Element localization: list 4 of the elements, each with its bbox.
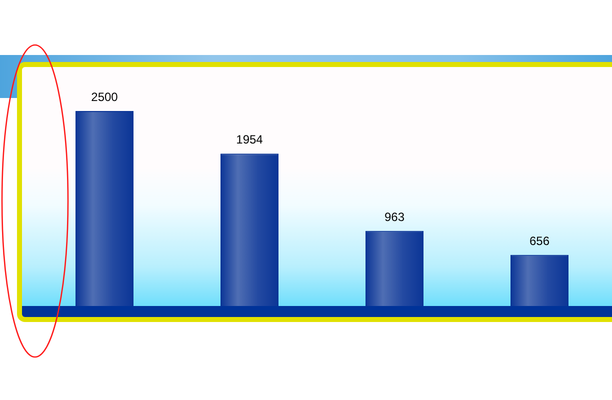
data-label: 2500 (91, 90, 118, 104)
data-label: 963 (384, 210, 405, 224)
data-label: 656 (529, 234, 550, 248)
data-label: 1954 (236, 132, 264, 147)
